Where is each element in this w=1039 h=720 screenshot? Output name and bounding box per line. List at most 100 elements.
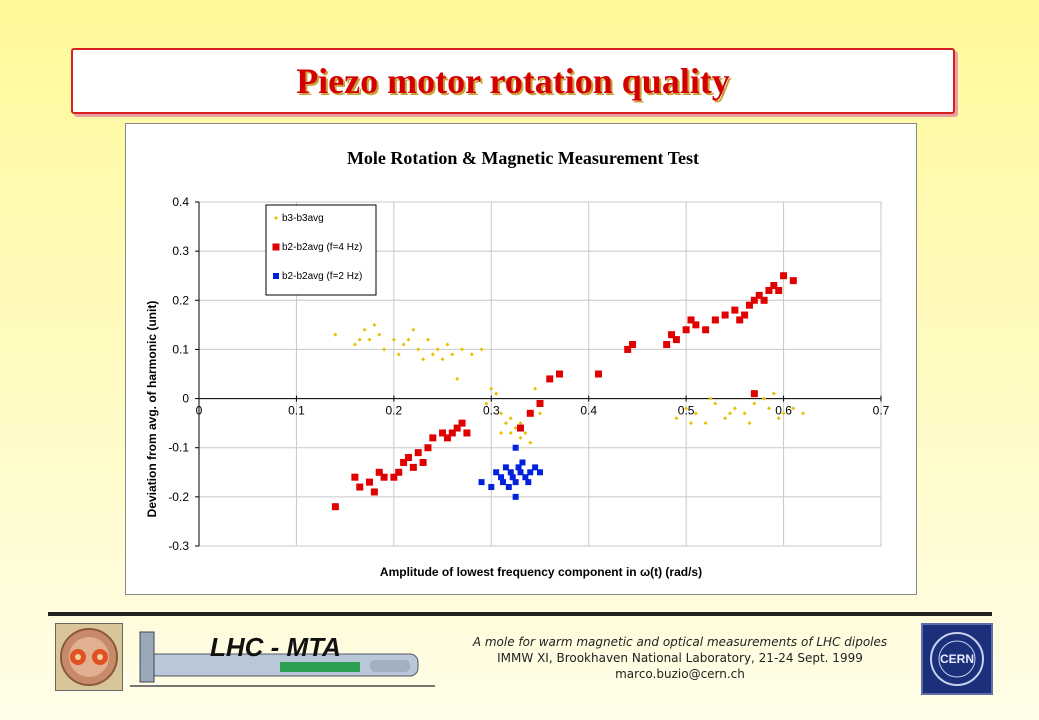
series-1-point	[401, 342, 406, 347]
series-2-point	[443, 434, 451, 442]
cern-icon: CERN	[930, 632, 984, 686]
chart-title: Mole Rotation & Magnetic Measurement Tes…	[347, 148, 699, 168]
y-tick-label: 0.3	[172, 244, 189, 258]
points-layer	[331, 272, 806, 511]
series-1-point	[445, 342, 450, 347]
legend-box	[265, 204, 377, 296]
x-tick-label: 0.7	[873, 404, 890, 418]
legend-entry: b3-b3avg	[282, 213, 324, 224]
y-tick-label: -0.1	[168, 441, 189, 455]
cern-logo-text: CERN	[940, 652, 974, 666]
series-1-point	[684, 406, 689, 411]
series-3-point	[505, 484, 512, 491]
legend: b3-b3avg b2-b2avg (f=4 Hz) b2-b2avg (f=2 H…	[265, 204, 377, 296]
lhc-mta-logo: LHC - MTA	[130, 624, 435, 690]
series-1-point	[440, 357, 445, 362]
series-2-point	[760, 296, 768, 304]
series-2-point	[682, 326, 690, 334]
series-2-point	[463, 429, 471, 437]
x-tick-label: 0.6	[775, 404, 792, 418]
series-3-point	[512, 493, 519, 500]
series-1-point	[494, 391, 499, 396]
series-3-point	[515, 464, 522, 471]
series-1-point	[416, 347, 421, 352]
series-1-point	[411, 327, 416, 332]
series-3-point	[478, 479, 485, 486]
series-1-point	[377, 332, 382, 337]
series-2-point	[366, 478, 373, 486]
series-2-point	[594, 370, 602, 378]
series-2-point	[419, 458, 427, 466]
axis-layer: 00.10.20.30.40.50.60.70.40.30.20.10-0.1-…	[168, 195, 889, 553]
y-tick-label: 0	[182, 392, 189, 406]
series-2-point	[721, 311, 729, 319]
series-1-point	[742, 411, 747, 416]
series-1-point	[766, 406, 771, 411]
series-1-point	[781, 411, 786, 416]
scatter-chart: Mole Rotation & Magnetic Measurement Tes…	[145, 148, 890, 579]
series-1-point	[674, 416, 679, 421]
footer-text: A mole for warm magnetic and optical mea…	[440, 634, 920, 682]
series-3-point	[488, 484, 495, 491]
series-2-point	[789, 277, 797, 285]
series-3-point	[512, 444, 519, 451]
series-2-point	[736, 316, 744, 324]
series-1-point	[533, 386, 538, 391]
chart-panel: Mole Rotation & Magnetic Measurement Tes…	[125, 123, 917, 595]
footer-line-1: A mole for warm magnetic and optical mea…	[472, 635, 888, 649]
series-1-point	[693, 411, 698, 416]
series-2-point	[414, 449, 422, 457]
series-2-point	[629, 341, 637, 349]
series-1-point	[523, 430, 528, 435]
x-tick-label: 0.2	[386, 404, 403, 418]
series-2-point	[424, 444, 432, 452]
y-tick-label: 0.4	[172, 195, 189, 209]
series-3-point	[507, 469, 514, 476]
series-1-point	[762, 396, 767, 401]
series-1-point	[689, 421, 694, 426]
footer-line-3: marco.buzio@cern.ch	[615, 667, 745, 681]
series-2-point	[755, 291, 763, 299]
series-1-point	[508, 430, 513, 435]
series-1-point	[484, 401, 489, 406]
series-2-point	[448, 429, 456, 437]
legend-marker	[274, 216, 278, 220]
series-1-point	[752, 401, 757, 406]
series-1-point	[713, 401, 718, 406]
series-2-point	[770, 282, 778, 290]
series-1-point	[362, 327, 367, 332]
series-3-point	[519, 459, 526, 466]
series-2-point	[775, 286, 783, 294]
series-1-point	[503, 421, 508, 426]
series-2-point	[370, 488, 378, 496]
series-1-point	[406, 337, 411, 342]
footer-line-2: IMMW XI, Brookhaven National Laboratory,…	[497, 651, 863, 665]
series-2-point	[780, 272, 788, 280]
series-3-point	[509, 474, 516, 481]
series-3-point	[493, 469, 500, 476]
series-1-point	[513, 426, 518, 431]
legend-entry: b2-b2avg (f=4 Hz)	[282, 242, 362, 253]
y-tick-label: 0.2	[172, 293, 189, 307]
series-1-point	[727, 411, 732, 416]
series-1-point	[382, 347, 387, 352]
series-2-point	[750, 296, 758, 304]
x-tick-label: 0.5	[678, 404, 695, 418]
series-1-point	[747, 421, 752, 426]
series-2-point	[517, 424, 525, 432]
series-1-point	[499, 430, 504, 435]
series-3-point	[525, 479, 532, 486]
series-1-point	[479, 347, 484, 352]
lhc-mta-logo-text: LHC - MTA	[210, 632, 341, 662]
series-1-point	[367, 337, 372, 342]
series-3-point	[517, 469, 524, 476]
series-2-point	[546, 375, 554, 383]
series-2-point	[395, 468, 403, 476]
series-1-point	[708, 396, 713, 401]
magnet-crosssection-icon	[56, 624, 122, 690]
series-3-point	[537, 469, 543, 476]
series-1-point	[469, 352, 474, 357]
series-2-point	[331, 503, 339, 511]
series-2-point	[668, 331, 676, 339]
series-1-point	[396, 352, 401, 357]
